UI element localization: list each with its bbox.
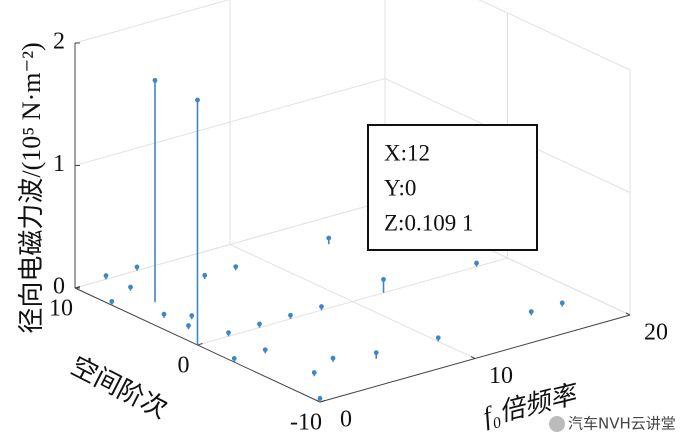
y-tick-label: 10 [49,296,73,322]
stem-marker [134,264,140,270]
stem-marker [233,264,239,270]
stem-marker [257,321,262,327]
stem-marker [373,350,379,356]
tick-mark [197,343,203,346]
stem-marker [330,355,336,361]
datatip-line: Z:0.109 1 [384,210,473,235]
stem-marker [288,312,293,318]
z-tick-label: 0 [53,274,65,300]
stem-marker [231,356,237,361]
y-tick-label: 0 [178,353,190,379]
stem-marker [109,299,115,304]
stem-marker [152,77,158,83]
marks [103,77,565,402]
tick-mark [74,286,81,289]
y-axis-label: 空间阶次 [66,351,172,424]
stem-marker [189,313,195,318]
x-tick-label: 10 [489,363,513,389]
x-tick-label: 20 [644,320,668,346]
x-tick-label: 0 [340,407,352,433]
z-tick-label: 2 [53,29,65,55]
stem-marker [128,284,133,290]
grid-line [478,0,631,71]
stem-marker [195,97,200,103]
datatip-line: Y:0 [384,175,416,200]
stem-marker [326,235,332,241]
stem-marker [317,395,323,401]
stem-marker [186,323,191,328]
tick-mark [319,400,326,403]
stem-marker [435,335,441,341]
y-tick-label: -10 [290,410,322,436]
grid-line [74,200,386,289]
stem-marker [161,311,167,317]
grid-line [197,257,508,346]
stem-marker [226,330,231,336]
stem-marker [311,370,317,375]
datatip-line: X:12 [384,140,430,165]
stem-marker [559,300,565,306]
grid-line [74,0,231,44]
stem-marker [528,309,534,315]
tick-mark [625,312,631,316]
z-tick-label: 1 [53,151,65,177]
grid-line [74,78,386,166]
watermark: 汽车NVH云讲堂 [568,415,676,433]
stem-marker [474,260,479,266]
stem-marker [202,272,208,278]
tick-mark [470,356,476,359]
datatip-box [367,124,538,251]
z-axis-label: 径向电磁力波/(10⁵ N·m⁻²) [17,42,46,333]
watermark-icon [549,416,565,432]
stem-marker [381,277,386,282]
stem-marker [103,273,109,279]
stem-marker [262,347,268,353]
stem-marker [319,304,324,309]
